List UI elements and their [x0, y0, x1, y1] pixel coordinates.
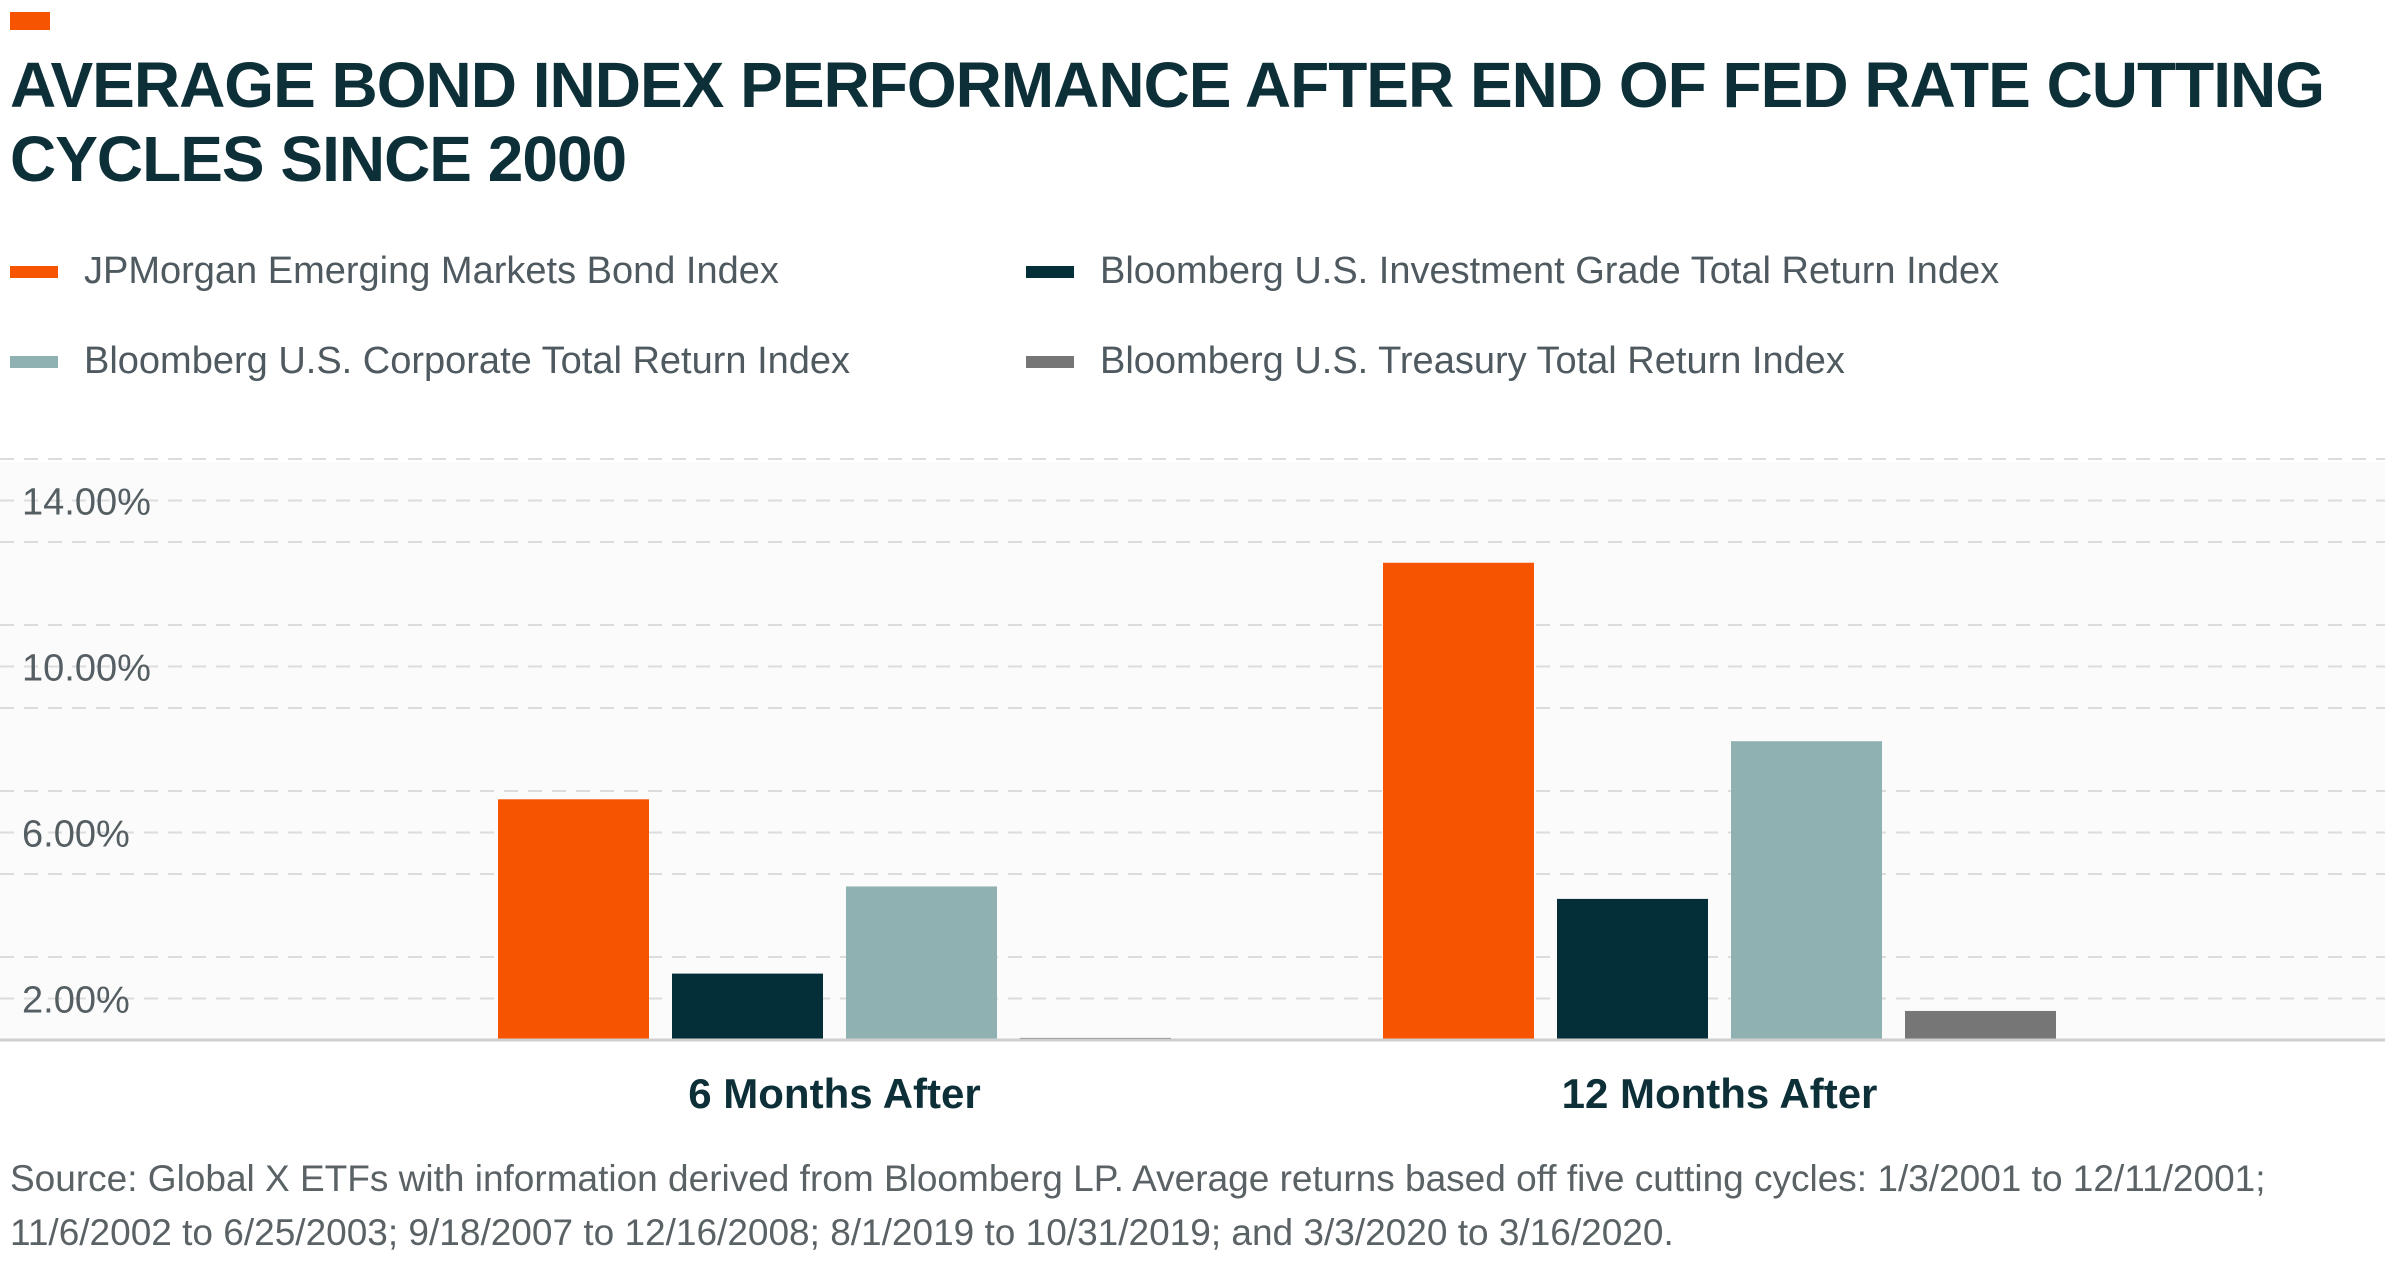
legend-item-treasury: Bloomberg U.S. Treasury Total Return Ind…: [1026, 340, 1845, 383]
x-tick-label: 6 Months After: [688, 1070, 980, 1117]
legend-label-emerging-markets: JPMorgan Emerging Markets Bond Index: [84, 250, 779, 292]
accent-bar: [10, 12, 50, 30]
legend-item-investment-grade: Bloomberg U.S. Investment Grade Total Re…: [1026, 250, 1999, 293]
legend-label-investment-grade: Bloomberg U.S. Investment Grade Total Re…: [1100, 250, 2000, 292]
legend-item-corporate: Bloomberg U.S. Corporate Total Return In…: [10, 340, 850, 383]
bar-6-months-series-3: [846, 886, 997, 1040]
legend-swatch-investment-grade: [1026, 265, 1074, 278]
y-tick-label: 2.00%: [22, 980, 130, 1022]
plot-area: [0, 462, 2385, 1040]
bar-12-months-series-2: [1557, 898, 1708, 1040]
y-tick-label: 6.00%: [22, 814, 130, 856]
legend-swatch-treasury: [1026, 355, 1074, 368]
legend-swatch-emerging-markets: [10, 265, 58, 278]
bar-12-months-series-3: [1731, 741, 1882, 1040]
bar-12-months-series-4: [1905, 1010, 2056, 1040]
bar-12-months-series-1: [1383, 562, 1534, 1040]
legend-label-corporate: Bloomberg U.S. Corporate Total Return In…: [84, 340, 851, 382]
y-tick-label: 14.00%: [22, 482, 151, 524]
chart-title: AVERAGE BOND INDEX PERFORMANCE AFTER END…: [10, 49, 2325, 195]
source-note: Source: Global X ETFs with information d…: [10, 1158, 2266, 1253]
bar-6-months-series-1: [498, 799, 649, 1040]
legend-item-emerging-markets: JPMorgan Emerging Markets Bond Index: [10, 250, 779, 293]
y-tick-label: 10.00%: [22, 648, 151, 690]
legend-swatch-corporate: [10, 355, 58, 368]
x-tick-label: 12 Months After: [1562, 1070, 1878, 1117]
legend-label-treasury: Bloomberg U.S. Treasury Total Return Ind…: [1100, 340, 1845, 382]
bar-6-months-series-2: [672, 973, 823, 1040]
